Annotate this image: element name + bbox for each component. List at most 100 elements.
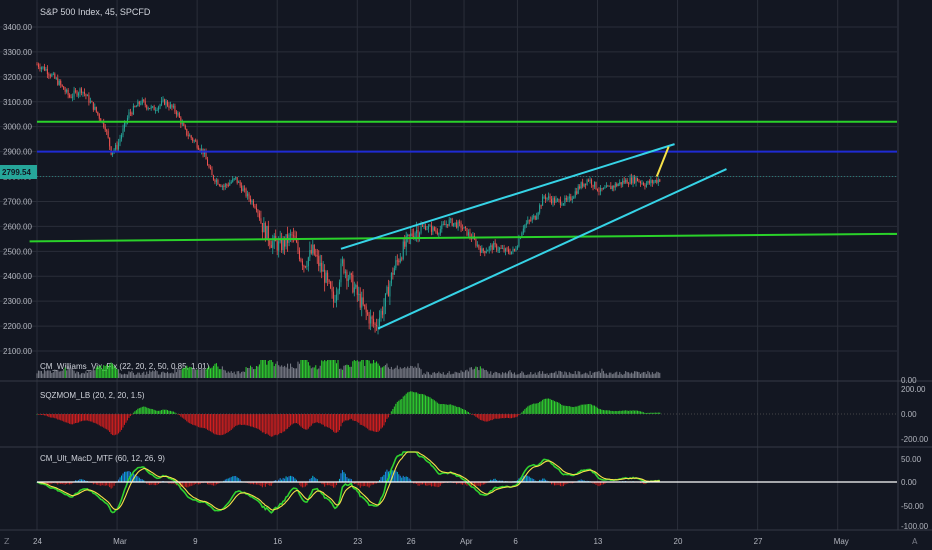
sqz-bar bbox=[410, 391, 412, 414]
macd-hist-bar bbox=[562, 482, 564, 487]
candle-body bbox=[72, 96, 74, 98]
sqz-bar bbox=[238, 414, 240, 425]
candle-body bbox=[233, 178, 235, 180]
sqz-bar bbox=[622, 410, 624, 414]
macd-hist-bar bbox=[123, 471, 126, 482]
auto-scale-z-button[interactable]: Z bbox=[4, 537, 10, 546]
macd-hist-bar bbox=[282, 477, 284, 482]
horizontal-levels bbox=[37, 120, 897, 177]
sqz-bar bbox=[448, 404, 450, 414]
macd-hist-bar bbox=[550, 482, 553, 485]
vix-bar bbox=[497, 373, 499, 378]
vix-bar bbox=[76, 371, 78, 378]
candle-body bbox=[143, 99, 145, 102]
vix-bar bbox=[335, 363, 338, 378]
candle-body bbox=[52, 73, 54, 75]
sqz-bar bbox=[86, 414, 88, 421]
vix-bar bbox=[272, 362, 274, 378]
candle-body bbox=[454, 222, 456, 224]
sqz-bar bbox=[432, 399, 434, 414]
candle-body bbox=[297, 242, 299, 251]
vix-bar bbox=[356, 360, 358, 378]
trend-line-1 bbox=[340, 143, 675, 250]
time-tick-3: 16 bbox=[273, 537, 282, 546]
macd-hist-bar bbox=[46, 482, 48, 484]
macd-hist-bar bbox=[438, 482, 440, 488]
macd-hist-bar bbox=[456, 482, 458, 485]
vix-bar bbox=[484, 370, 486, 378]
macd-hist-bar bbox=[361, 482, 363, 487]
vix-bar bbox=[77, 372, 80, 378]
candle-body bbox=[497, 249, 499, 251]
candle-body bbox=[442, 224, 444, 226]
vix-bar bbox=[380, 367, 382, 378]
sqz-bar bbox=[478, 414, 480, 419]
auto-scale-a-button[interactable]: A bbox=[912, 537, 918, 546]
vix-bar bbox=[172, 373, 174, 378]
price-axis: 3400.003300.003200.003100.003000.002900.… bbox=[3, 23, 32, 356]
macd-hist-bar bbox=[423, 482, 425, 485]
macd-hist-bar bbox=[555, 482, 557, 486]
vix-bar bbox=[540, 373, 542, 378]
sqz-bar bbox=[57, 414, 59, 420]
sqz-bar bbox=[565, 405, 567, 414]
sqz-tick-0: 200.00 bbox=[901, 385, 926, 394]
candle-body bbox=[593, 181, 596, 187]
time-tick-1: Mar bbox=[113, 537, 127, 546]
vix-bar bbox=[365, 360, 367, 378]
vix-bar bbox=[370, 363, 372, 378]
sqz-bar bbox=[118, 414, 120, 434]
macd-hist-bar bbox=[378, 479, 381, 482]
candle-body bbox=[608, 185, 610, 187]
sqz-bar bbox=[413, 392, 415, 414]
macd-hist-bar bbox=[106, 482, 108, 486]
macd-hist-bar bbox=[413, 482, 415, 484]
vix-bar bbox=[134, 374, 136, 378]
candle-body bbox=[161, 100, 163, 105]
sqz-bar bbox=[244, 414, 246, 425]
vix-bar bbox=[588, 374, 590, 378]
macd-hist-bar bbox=[63, 482, 65, 485]
sqz-bar bbox=[614, 410, 616, 414]
vix-bar bbox=[527, 374, 529, 378]
sqz-bar bbox=[190, 414, 192, 424]
candle-body bbox=[488, 246, 490, 251]
vix-bar bbox=[542, 371, 544, 378]
vix-bar bbox=[328, 360, 330, 378]
vix-bar bbox=[598, 371, 600, 378]
candle-body bbox=[301, 261, 303, 266]
sqz-bar bbox=[513, 414, 515, 418]
macd-hist-bar bbox=[335, 482, 338, 486]
macd-hist-bar bbox=[408, 478, 410, 482]
sqz-bar bbox=[285, 414, 287, 430]
candle-body bbox=[37, 64, 40, 68]
vix-bar bbox=[473, 368, 475, 378]
macd-hist-bar bbox=[119, 477, 121, 482]
candle-body bbox=[626, 179, 628, 184]
macd-hist-bar bbox=[601, 482, 603, 485]
sqz-bar bbox=[571, 406, 573, 414]
vix-bar bbox=[39, 370, 41, 378]
macd-hist-bar bbox=[76, 480, 78, 482]
vix-bar bbox=[570, 373, 572, 378]
sqz-bar bbox=[252, 414, 255, 428]
vix-bar bbox=[561, 371, 563, 378]
sqz-bar bbox=[161, 410, 163, 414]
vix-bar bbox=[333, 360, 335, 378]
macd-hist-bar bbox=[248, 482, 250, 484]
vix-bar bbox=[515, 374, 517, 378]
vix-bar bbox=[545, 373, 547, 378]
vix-bar bbox=[444, 374, 446, 378]
candle-body bbox=[459, 221, 461, 223]
sqz-bar bbox=[45, 414, 47, 416]
vix-bar bbox=[206, 368, 209, 378]
sqz-bar bbox=[371, 414, 373, 431]
macd-hist-bar bbox=[334, 482, 336, 488]
macd-hist-bar bbox=[291, 476, 293, 482]
vix-bar bbox=[330, 360, 332, 378]
sqz-bar bbox=[75, 414, 77, 424]
vix-bar bbox=[577, 371, 579, 378]
sqz-bar bbox=[537, 402, 539, 414]
candle-body bbox=[312, 244, 314, 254]
sqz-bar bbox=[506, 414, 508, 418]
